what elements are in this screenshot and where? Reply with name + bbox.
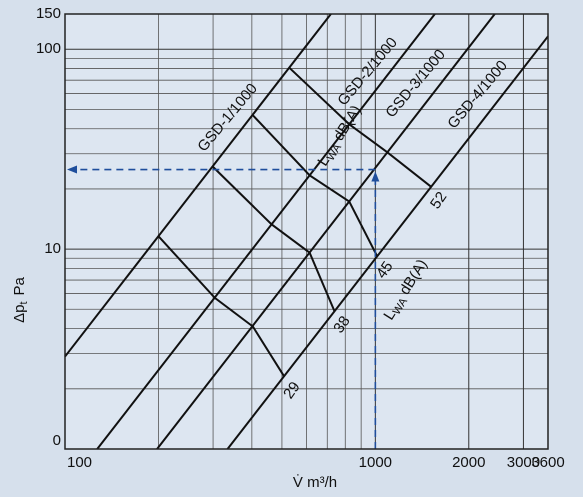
sound-line: [251, 114, 379, 257]
sound-label: 29: [280, 379, 303, 402]
series-line: [96, 13, 436, 450]
sound-line: [211, 165, 336, 312]
x-tick-label: 3600: [531, 454, 564, 471]
x-axis-label: V̇ m³/h: [293, 474, 337, 491]
sound-label: 52: [427, 189, 450, 212]
marks: [64, 13, 549, 450]
x-tick-label: 2000: [452, 454, 485, 471]
sound-line: [157, 235, 286, 378]
sound-label: 38: [330, 313, 353, 336]
y-label-main: Δp: [11, 305, 28, 323]
x-tick-label: 1000: [359, 454, 392, 471]
y-tick-label: 0: [53, 432, 61, 449]
reading-arrowhead: [371, 171, 380, 182]
y-label-sub: t: [18, 301, 30, 304]
y-label-unit: Pa: [11, 276, 28, 295]
x-tick-label: 100: [67, 454, 92, 471]
sound-label: 45: [373, 258, 396, 281]
y-tick-label: 150: [36, 5, 61, 22]
y-tick-label: 10: [44, 240, 61, 257]
y-axis-label: Δpt Pa: [11, 276, 30, 322]
y-tick-label: 100: [36, 40, 61, 57]
series-line: [226, 35, 549, 450]
sound-line: [288, 66, 432, 188]
series-line: [156, 13, 496, 450]
plot-frame: [64, 13, 549, 450]
reading-arrowhead: [67, 165, 77, 174]
series-line: [64, 13, 332, 358]
x-tick-label: 3000: [507, 454, 540, 471]
